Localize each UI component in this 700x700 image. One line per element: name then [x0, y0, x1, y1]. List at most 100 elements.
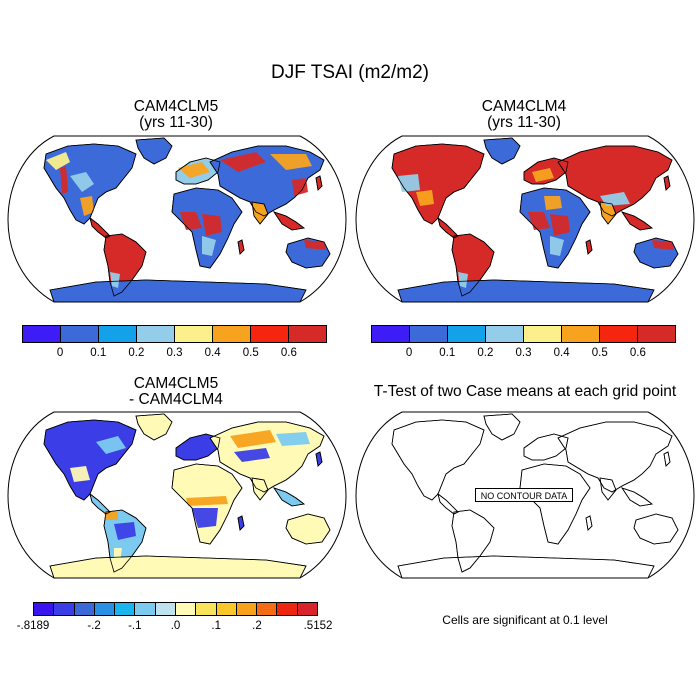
colorbar-difference	[33, 602, 318, 616]
coastline	[633, 513, 679, 545]
coastline	[585, 515, 593, 531]
coastline	[103, 233, 147, 297]
value-patch	[178, 162, 210, 178]
colorbar-tick-label: 0	[405, 347, 413, 359]
colorbar-swatch	[115, 603, 136, 615]
colorbar-tick-label: -.1	[128, 620, 142, 632]
coastline	[89, 217, 111, 239]
coastline	[523, 157, 569, 185]
coastline	[49, 555, 307, 578]
colorbar-swatch	[137, 326, 175, 342]
value-patch	[114, 522, 136, 540]
colorbar-swatch	[34, 603, 55, 615]
value-patch	[220, 152, 266, 172]
map-border	[7, 411, 347, 579]
map-difference	[7, 411, 347, 579]
map-border	[355, 135, 695, 303]
coastline	[49, 279, 307, 302]
value-patch	[202, 236, 216, 256]
coastline	[437, 493, 459, 515]
colorbar-swatch	[23, 326, 61, 342]
value-patch	[600, 192, 630, 206]
colorbar-swatch	[135, 603, 156, 615]
colorbar-tick-label: -.8189	[16, 620, 50, 632]
value-patch	[104, 512, 118, 520]
value-patch	[202, 214, 222, 236]
colorbar-tick-label: 0.6	[629, 347, 646, 359]
value-patch	[60, 166, 68, 194]
map-border	[7, 135, 347, 303]
figure-title: DJF TSAI (m2/m2)	[271, 62, 429, 83]
colorbar-tick-label: .1	[211, 620, 221, 632]
colorbar-swatch	[74, 603, 95, 615]
coastline	[599, 201, 617, 225]
value-patch	[46, 152, 70, 170]
coastline	[43, 419, 137, 501]
coastline	[315, 451, 323, 467]
value-patch	[96, 436, 126, 454]
colorbar-tick-label: .5152	[303, 620, 333, 632]
colorbar-swatch	[99, 326, 137, 342]
colorbar-tick-label: .0	[170, 620, 181, 632]
colorbar-tick-label: -.2	[87, 620, 101, 632]
coastline	[285, 237, 331, 269]
colorbar-swatch	[277, 603, 298, 615]
colorbar-swatch	[486, 326, 524, 342]
coastline	[209, 145, 325, 217]
colorbar-swatch	[289, 326, 326, 342]
value-patch	[544, 196, 562, 210]
coastline	[251, 477, 269, 501]
map-land-group	[43, 137, 331, 302]
coastline	[621, 487, 653, 507]
colorbar-swatch	[524, 326, 562, 342]
colorbar-swatch	[61, 326, 99, 342]
coastline	[237, 515, 245, 531]
coastline	[135, 137, 173, 165]
map-cam4clm4	[355, 135, 695, 303]
value-patch	[114, 548, 122, 562]
colorbar-swatch	[236, 603, 258, 615]
colorbar-tick-label: 0.4	[204, 347, 221, 359]
coastline	[621, 211, 653, 231]
value-patch	[550, 214, 570, 236]
panel-title-top-right: CAM4CLM4	[481, 98, 567, 115]
value-patch	[550, 236, 564, 256]
colorbar-swatch	[216, 603, 237, 615]
colorbar-tick-label: 0	[56, 347, 64, 359]
coastline	[557, 421, 673, 493]
colorbar-tick-label: 0.1	[439, 347, 456, 359]
coastline	[209, 421, 325, 493]
significance-note: Cells are significant at 0.1 level	[442, 613, 608, 627]
map-land-group	[391, 413, 679, 578]
coastline	[557, 145, 673, 217]
coastline	[391, 143, 485, 225]
panel-subtitle-bottom-left: - CAM4CLM4	[129, 391, 223, 408]
map-land-group	[391, 137, 679, 302]
colorbar-tick-label: 0.3	[515, 347, 532, 359]
panel-title-bottom-right: T-Test of two Case means at each grid po…	[373, 383, 677, 400]
value-patch	[80, 196, 94, 216]
colorbar-tick-label: 0.1	[90, 347, 107, 359]
coastline	[251, 201, 269, 225]
value-patch	[192, 508, 218, 528]
value-patch	[416, 190, 434, 206]
colorbar-swatch	[410, 326, 448, 342]
value-patch	[304, 240, 326, 250]
map-cam4clm5	[7, 135, 347, 303]
colorbar-swatch	[94, 603, 116, 615]
coastline	[437, 217, 459, 239]
colorbar-tick-label: 0.6	[280, 347, 297, 359]
value-patch	[532, 168, 554, 182]
colorbar-swatch	[562, 326, 600, 342]
value-patch	[70, 466, 90, 482]
coastline	[315, 175, 323, 191]
colorbar-swatch	[448, 326, 486, 342]
coastline	[43, 143, 137, 225]
colorbar-tick-label: 0.2	[477, 347, 494, 359]
coastline	[663, 175, 671, 191]
map-land-group	[43, 413, 331, 578]
colorbar-swatch	[175, 603, 197, 615]
map-border	[355, 411, 695, 579]
coastline	[633, 237, 679, 269]
colorbar-tick-label: 0.5	[242, 347, 259, 359]
